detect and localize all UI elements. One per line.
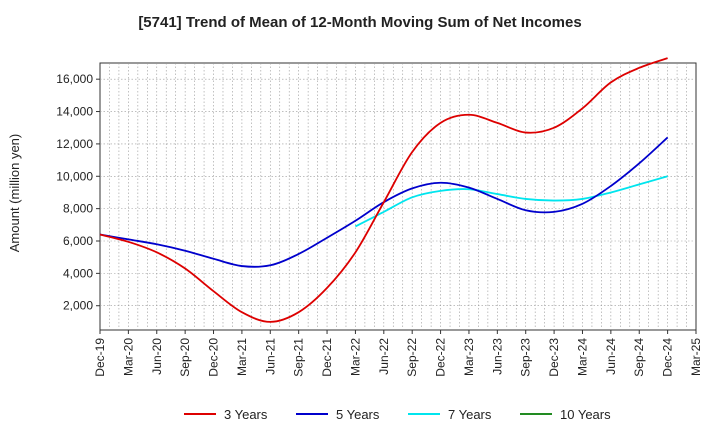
x-tick-label: Mar-23 [462,338,476,376]
x-tick-label: Mar-20 [121,338,135,376]
x-tick-label: Dec-20 [207,338,221,377]
x-tick-label: Dec-19 [93,338,107,377]
x-tick-label: Mar-22 [348,338,362,376]
plot-area [99,62,697,331]
series-line-7-years [355,175,668,228]
y-axis-label: Amount (million yen) [7,134,22,253]
y-tick-label: 6,000 [63,234,93,248]
x-tick-label: Dec-24 [661,338,675,377]
y-tick-label: 2,000 [63,299,93,313]
y-tick-label: 16,000 [56,72,93,86]
y-tick-label: 8,000 [63,202,93,216]
x-tick-label: Sep-21 [292,338,306,377]
legend-label-10-years: 10 Years [560,407,611,422]
series-line-3-years [99,57,668,323]
x-tick-label: Jun-21 [263,338,277,375]
x-tick-label: Sep-24 [632,338,646,377]
y-tick-label: 12,000 [56,137,93,151]
x-tick-label: Mar-25 [689,338,703,376]
y-tick-label: 4,000 [63,266,93,280]
y-tick-label: 14,000 [56,105,93,119]
x-tick-label: Jun-20 [150,338,164,375]
x-tick-label: Sep-22 [405,338,419,377]
x-tick-label: Sep-23 [519,338,533,377]
x-tick-label: Dec-21 [320,338,334,377]
y-tick-label: 10,000 [56,169,93,183]
x-tick-label: Dec-22 [434,338,448,377]
x-tick-label: Dec-23 [547,338,561,377]
x-tick-label: Jun-22 [377,338,391,375]
x-tick-label: Jun-23 [490,338,504,375]
x-tick-label: Mar-24 [575,338,589,376]
x-tick-label: Jun-24 [604,338,618,375]
x-tick-label: Sep-20 [178,338,192,377]
chart-title: [5741] Trend of Mean of 12-Month Moving … [138,14,582,31]
x-tick-label: Mar-21 [235,338,249,376]
legend-label-5-years: 5 Years [336,407,380,422]
legend-label-3-years: 3 Years [224,407,268,422]
legend-label-7-years: 7 Years [448,407,492,422]
